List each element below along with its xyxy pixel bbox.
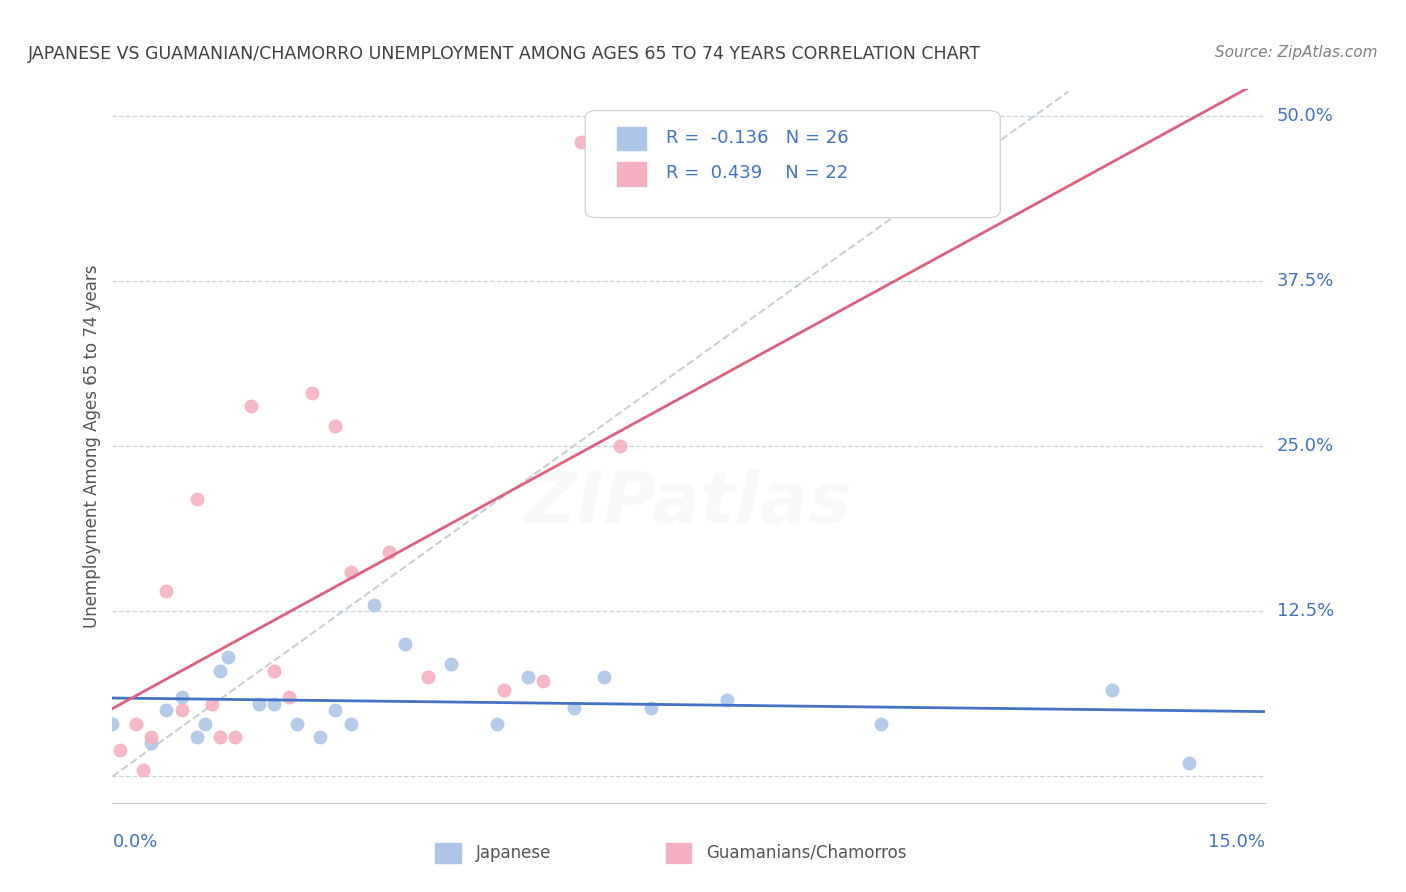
Point xyxy=(339,565,361,579)
Y-axis label: Unemployment Among Ages 65 to 74 years: Unemployment Among Ages 65 to 74 years xyxy=(83,264,101,628)
Point xyxy=(155,584,177,599)
Point xyxy=(569,135,592,149)
Point xyxy=(485,716,508,731)
Point xyxy=(640,700,662,714)
Text: Guamanians/Chamorros: Guamanians/Chamorros xyxy=(706,844,907,862)
Text: Source: ZipAtlas.com: Source: ZipAtlas.com xyxy=(1215,45,1378,60)
Point xyxy=(1177,756,1199,771)
Point xyxy=(263,697,285,711)
Text: 50.0%: 50.0% xyxy=(1277,107,1333,125)
Text: ZIPatlas: ZIPatlas xyxy=(526,468,852,538)
Point xyxy=(263,664,285,678)
Text: 37.5%: 37.5% xyxy=(1277,272,1334,290)
Text: R =  0.439    N = 22: R = 0.439 N = 22 xyxy=(666,164,848,182)
Bar xyxy=(436,844,461,863)
Point xyxy=(363,598,385,612)
Point xyxy=(186,491,208,506)
Point xyxy=(1101,683,1123,698)
Text: 0.0%: 0.0% xyxy=(112,833,157,851)
Point xyxy=(285,716,308,731)
Point xyxy=(124,716,146,731)
Point xyxy=(416,670,439,684)
Point xyxy=(132,763,155,777)
Point xyxy=(224,730,246,744)
Text: JAPANESE VS GUAMANIAN/CHAMORRO UNEMPLOYMENT AMONG AGES 65 TO 74 YEARS CORRELATIO: JAPANESE VS GUAMANIAN/CHAMORRO UNEMPLOYM… xyxy=(28,45,981,62)
Point xyxy=(325,703,347,717)
Point xyxy=(716,692,738,706)
Point xyxy=(108,743,131,757)
Point xyxy=(870,716,893,731)
Point xyxy=(101,716,124,731)
Point xyxy=(139,736,162,750)
Text: 15.0%: 15.0% xyxy=(1208,833,1265,851)
Text: 12.5%: 12.5% xyxy=(1277,602,1334,620)
Point xyxy=(593,670,616,684)
Bar xyxy=(617,162,647,186)
Point xyxy=(170,690,193,704)
Text: 25.0%: 25.0% xyxy=(1277,437,1334,455)
Point xyxy=(394,637,416,651)
Point xyxy=(562,700,585,714)
Point xyxy=(309,730,332,744)
Point xyxy=(186,730,208,744)
Point xyxy=(339,716,361,731)
Point xyxy=(278,690,301,704)
Point xyxy=(494,683,516,698)
Point xyxy=(378,545,401,559)
Point xyxy=(531,674,554,689)
FancyBboxPatch shape xyxy=(585,111,1000,218)
Point xyxy=(209,730,232,744)
Point xyxy=(440,657,463,671)
Point xyxy=(209,664,232,678)
Point xyxy=(194,716,217,731)
Text: R =  -0.136   N = 26: R = -0.136 N = 26 xyxy=(666,128,848,146)
Point xyxy=(239,400,262,414)
Point xyxy=(325,419,347,434)
Point xyxy=(516,670,538,684)
Bar xyxy=(666,844,692,863)
Point xyxy=(170,703,193,717)
Text: Japanese: Japanese xyxy=(475,844,551,862)
Point xyxy=(139,730,162,744)
Point xyxy=(301,386,323,401)
Point xyxy=(247,697,270,711)
Point xyxy=(155,703,177,717)
Point xyxy=(201,697,224,711)
Bar xyxy=(617,127,647,150)
Point xyxy=(217,650,239,665)
Point xyxy=(609,439,631,453)
